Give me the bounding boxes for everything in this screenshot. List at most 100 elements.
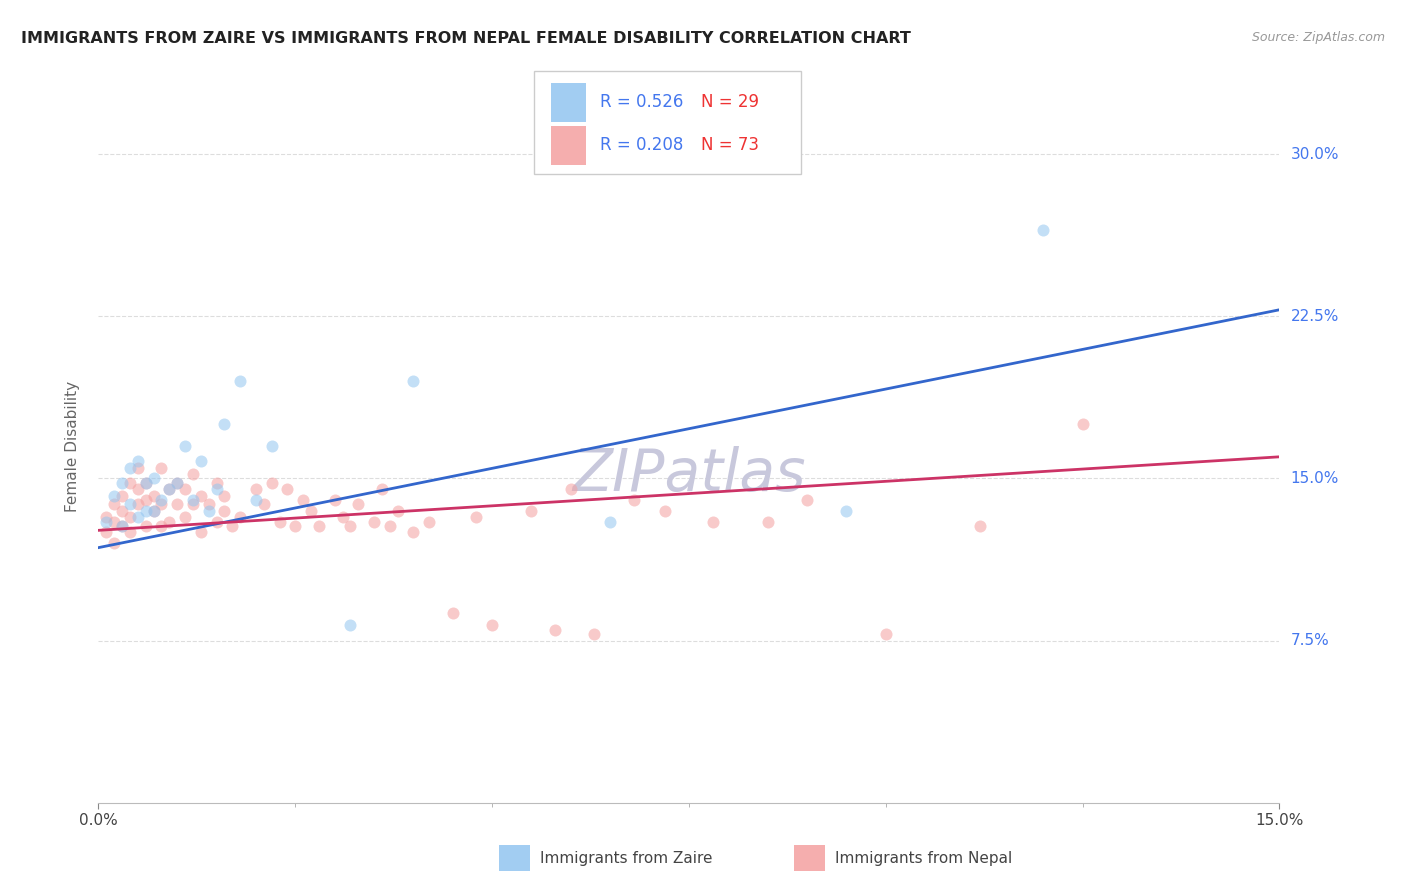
Point xyxy=(111,519,134,533)
Point xyxy=(190,489,212,503)
Point xyxy=(623,493,645,508)
Point xyxy=(127,510,149,524)
Point xyxy=(229,374,252,388)
Text: IMMIGRANTS FROM ZAIRE VS IMMIGRANTS FROM NEPAL FEMALE DISABILITY CORRELATION CHA: IMMIGRANTS FROM ZAIRE VS IMMIGRANTS FROM… xyxy=(21,31,911,46)
Point xyxy=(378,519,401,533)
Point xyxy=(221,519,243,533)
Text: 22.5%: 22.5% xyxy=(1291,309,1339,324)
Point xyxy=(166,475,188,490)
Point xyxy=(111,504,134,518)
Point xyxy=(284,519,307,533)
Point xyxy=(135,493,157,508)
Point xyxy=(166,497,188,511)
Point xyxy=(135,504,157,518)
Point xyxy=(127,482,149,496)
Point xyxy=(157,515,180,529)
Point xyxy=(118,460,141,475)
Point xyxy=(197,504,219,518)
Point xyxy=(111,475,134,490)
Point xyxy=(96,525,118,540)
Text: N = 73: N = 73 xyxy=(702,136,759,154)
Point xyxy=(347,497,370,511)
Point xyxy=(1071,417,1094,432)
Point xyxy=(371,482,394,496)
Point xyxy=(702,515,724,529)
Point xyxy=(127,454,149,468)
Point xyxy=(260,439,283,453)
Point xyxy=(174,439,197,453)
Point xyxy=(654,504,676,518)
Point xyxy=(135,475,157,490)
Text: Immigrants from Nepal: Immigrants from Nepal xyxy=(835,851,1012,865)
Point xyxy=(142,471,165,485)
Point xyxy=(197,497,219,511)
Text: N = 29: N = 29 xyxy=(702,93,759,112)
Text: Source: ZipAtlas.com: Source: ZipAtlas.com xyxy=(1251,31,1385,45)
Point xyxy=(214,489,236,503)
Point xyxy=(150,493,173,508)
Point xyxy=(520,504,543,518)
Point xyxy=(142,489,165,503)
Point xyxy=(111,519,134,533)
Point xyxy=(150,497,173,511)
Point xyxy=(205,475,228,490)
Point xyxy=(118,525,141,540)
Point xyxy=(560,482,582,496)
Point xyxy=(229,510,252,524)
Point xyxy=(402,525,425,540)
Point xyxy=(481,618,503,632)
Point xyxy=(118,497,141,511)
Point xyxy=(174,510,197,524)
Point xyxy=(835,504,858,518)
Point xyxy=(583,627,606,641)
Text: R = 0.526: R = 0.526 xyxy=(600,93,683,112)
Point xyxy=(150,519,173,533)
Point xyxy=(103,515,125,529)
Point xyxy=(387,504,409,518)
Text: Immigrants from Zaire: Immigrants from Zaire xyxy=(540,851,713,865)
Point xyxy=(190,454,212,468)
Point xyxy=(103,497,125,511)
Y-axis label: Female Disability: Female Disability xyxy=(65,380,80,512)
Point xyxy=(418,515,440,529)
Point xyxy=(363,515,385,529)
Point xyxy=(292,493,315,508)
Point xyxy=(599,515,621,529)
Point xyxy=(969,519,991,533)
Point xyxy=(269,515,291,529)
Point xyxy=(118,475,141,490)
Point xyxy=(166,475,188,490)
Point xyxy=(135,519,157,533)
Point xyxy=(214,504,236,518)
Text: R = 0.208: R = 0.208 xyxy=(600,136,683,154)
Point xyxy=(276,482,298,496)
Point xyxy=(402,374,425,388)
Point xyxy=(299,504,322,518)
Text: 30.0%: 30.0% xyxy=(1291,146,1339,161)
Point xyxy=(127,460,149,475)
Point xyxy=(465,510,488,524)
Point xyxy=(441,606,464,620)
Point xyxy=(323,493,346,508)
Point xyxy=(118,510,141,524)
Point xyxy=(142,504,165,518)
Text: 7.5%: 7.5% xyxy=(1291,633,1329,648)
Point xyxy=(875,627,897,641)
Point xyxy=(339,618,361,632)
Point xyxy=(205,515,228,529)
Point xyxy=(245,493,267,508)
Text: ZIPatlas: ZIPatlas xyxy=(572,446,806,503)
Point xyxy=(214,417,236,432)
Point xyxy=(174,482,197,496)
Point xyxy=(190,525,212,540)
Point xyxy=(142,504,165,518)
Point xyxy=(150,460,173,475)
Text: 15.0%: 15.0% xyxy=(1291,471,1339,486)
Point xyxy=(339,519,361,533)
Point xyxy=(544,623,567,637)
Point xyxy=(756,515,779,529)
Point xyxy=(135,475,157,490)
Point xyxy=(332,510,354,524)
Point xyxy=(96,510,118,524)
Point xyxy=(103,536,125,550)
